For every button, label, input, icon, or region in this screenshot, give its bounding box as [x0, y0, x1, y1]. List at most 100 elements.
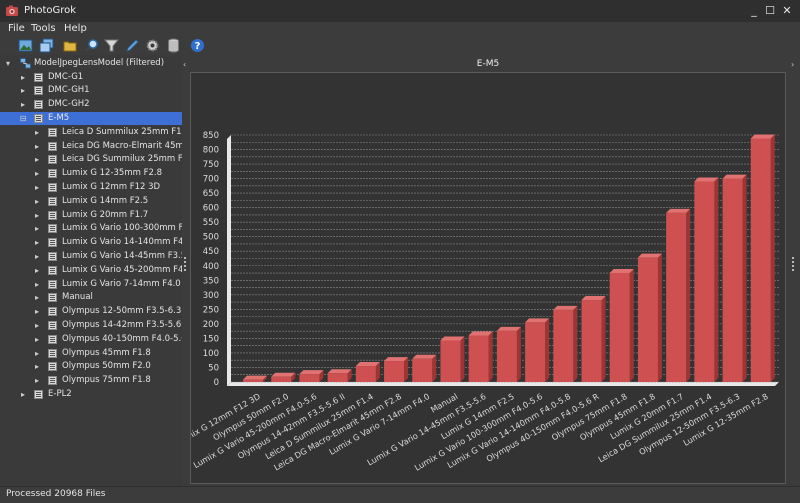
expand-toggle[interactable]: ▸ [34, 238, 39, 248]
lens-icon [48, 265, 57, 275]
expand-toggle[interactable]: ▸ [20, 100, 25, 110]
collapse-left-icon[interactable]: ‹ [183, 60, 187, 69]
tree-item-lens[interactable]: ▸ Olympus 50mm F2.0 [0, 360, 182, 373]
tree-item-dmc-gh1[interactable]: ▸ DMC-GH1 [0, 84, 182, 97]
menu-file[interactable]: File [8, 23, 25, 34]
lens-icon [48, 155, 57, 165]
collapse-toggle[interactable]: ⊟ [19, 113, 27, 123]
expand-toggle[interactable]: ▸ [20, 389, 25, 399]
expand-toggle[interactable]: ▸ [34, 265, 39, 275]
tree-item-label: Olympus 45mm F1.8 [62, 347, 151, 358]
expand-toggle[interactable]: ▸ [34, 334, 39, 344]
lens-icon [48, 307, 57, 317]
bar-top [327, 369, 352, 374]
bar-side [460, 336, 465, 382]
expand-toggle[interactable]: ▸ [20, 86, 25, 96]
expand-toggle[interactable]: ▸ [34, 182, 39, 192]
tree-item-e-m5[interactable]: ⊟ E-M5 [0, 111, 182, 125]
tree-item-lens[interactable]: ▸ Leica DG Macro-Elmarit 45mm [0, 140, 182, 153]
expand-toggle[interactable]: ▸ [34, 127, 39, 137]
tree-item-lens[interactable]: ▸ Lumix G Vario 14-140mm F4 [0, 236, 182, 249]
expander-open[interactable]: ▾ [5, 59, 10, 68]
tree-item-dmc-gh2[interactable]: ▸ DMC-GH2 [0, 98, 182, 111]
lens-icon [48, 348, 57, 358]
tree-item-lens[interactable]: ▸ Lumix G 12mm F12 3D [0, 181, 182, 194]
expand-toggle[interactable]: ▸ [34, 210, 39, 220]
database-icon[interactable] [166, 38, 181, 53]
y-tick-label: 250 [203, 305, 219, 315]
bar-top [581, 296, 606, 301]
tree-item-lens[interactable]: ▸ Lumix G 14mm F2.5 [0, 195, 182, 208]
y-tick-label: 500 [203, 233, 219, 243]
bar-side [404, 357, 409, 382]
bar-side [601, 296, 606, 382]
tree-item-lens[interactable]: ▸ Olympus 12-50mm F3.5-6.3 [0, 305, 182, 318]
collapse-right-icon[interactable]: › [791, 60, 795, 69]
close-button[interactable]: ✕ [782, 4, 792, 17]
y-tick-label: 50 [208, 363, 219, 373]
pencil-icon[interactable] [125, 38, 140, 53]
maximize-button[interactable]: ☐ [765, 4, 775, 17]
expand-toggle[interactable]: ▸ [20, 72, 25, 82]
tree-item-lens[interactable]: ▸ Olympus 75mm F1.8 [0, 374, 182, 387]
expand-toggle[interactable]: ▸ [34, 196, 39, 206]
expand-toggle[interactable]: ▸ [34, 224, 39, 234]
folder-open-icon[interactable] [63, 38, 78, 53]
tree-item-lens[interactable]: ▸ Lumix G Vario 7-14mm F4.0 [0, 278, 182, 291]
expand-toggle[interactable]: ▸ [34, 376, 39, 386]
bar-side [742, 174, 747, 382]
tree-item-lens[interactable]: ▸ Lumix G Vario 14-45mm F3.5 [0, 250, 182, 263]
menu-tools[interactable]: Tools [31, 23, 56, 34]
tree-item-lens[interactable]: ▸ Manual [0, 291, 182, 304]
tree-item-label: Lumix G Vario 14-45mm F3.5 [62, 250, 182, 261]
tree-item-e-pl2[interactable]: ▸ E-PL2 [0, 388, 182, 401]
lens-tree[interactable]: ▾ ModelJpegLensModel (Filtered) ▸ DMC-G1 ▸… [0, 55, 182, 485]
filter-icon[interactable] [104, 38, 119, 53]
tree-item-lens[interactable]: ▸ Lumix G Vario 45-200mm F4 [0, 264, 182, 277]
tree-item-lens[interactable]: ▸ Olympus 45mm F1.8 [0, 347, 182, 360]
gear-icon[interactable] [145, 38, 160, 53]
bar [609, 273, 630, 382]
tree-item-dmc-g1[interactable]: ▸ DMC-G1 [0, 71, 182, 84]
expand-toggle[interactable]: ▸ [34, 251, 39, 261]
chart-title: E-M5 [476, 59, 500, 69]
right-panel-handle[interactable]: › [788, 55, 800, 485]
tree-item-lens[interactable]: ▸ Lumix G Vario 100-300mm F4 [0, 222, 182, 235]
bar-side [516, 326, 521, 382]
expand-toggle[interactable]: ▸ [34, 307, 39, 317]
tree-item-label: Lumix G 20mm F1.7 [62, 209, 149, 220]
lens-icon [48, 127, 57, 137]
bar-top [299, 370, 324, 375]
search-icon[interactable] [84, 38, 99, 53]
tree-item-label: Olympus 50mm F2.0 [62, 361, 151, 372]
bar-top [243, 375, 267, 380]
expand-toggle[interactable]: ▸ [34, 279, 39, 289]
bar-top [694, 177, 719, 182]
tree-item-lens[interactable]: ▸ Leica D Summilux 25mm F1.4 [0, 126, 182, 139]
panel-splitter[interactable]: ‹ [182, 55, 188, 485]
expand-toggle[interactable]: ▸ [34, 141, 39, 151]
tree-item-lens[interactable]: ▸ Olympus 14-42mm F3.5-5.6 [0, 319, 182, 332]
expand-toggle[interactable]: ▸ [34, 293, 39, 303]
minimize-button[interactable]: _ [751, 4, 757, 17]
expand-toggle[interactable]: ▸ [34, 362, 39, 372]
bar-top [271, 372, 296, 377]
tree-root[interactable]: ▾ ModelJpegLensModel (Filtered) [0, 57, 182, 70]
tree-item-label: Olympus 12-50mm F3.5-6.3 [62, 306, 182, 317]
bar [299, 374, 320, 382]
tree-item-label: Leica DG Macro-Elmarit 45mm [62, 140, 182, 151]
expand-toggle[interactable]: ▸ [34, 320, 39, 330]
expand-toggle[interactable]: ▸ [34, 348, 39, 358]
bar-top [468, 331, 493, 336]
tree-item-lens[interactable]: ▸ Lumix G 12-35mm F2.8 [0, 167, 182, 180]
tree-item-lens[interactable]: ▸ Lumix G 20mm F1.7 [0, 209, 182, 222]
bar-top [553, 305, 578, 310]
expand-toggle[interactable]: ▸ [34, 169, 39, 179]
tree-item-lens[interactable]: ▸ Leica DG Summilux 25mm F1.4 [0, 153, 182, 166]
help-icon[interactable]: ? [190, 38, 205, 53]
expand-toggle[interactable]: ▸ [34, 155, 39, 165]
menu-help[interactable]: Help [64, 23, 87, 34]
copy-icon[interactable] [39, 38, 54, 53]
image-icon[interactable] [18, 38, 33, 53]
tree-item-lens[interactable]: ▸ Olympus 40-150mm F4.0-5.6 [0, 333, 182, 346]
